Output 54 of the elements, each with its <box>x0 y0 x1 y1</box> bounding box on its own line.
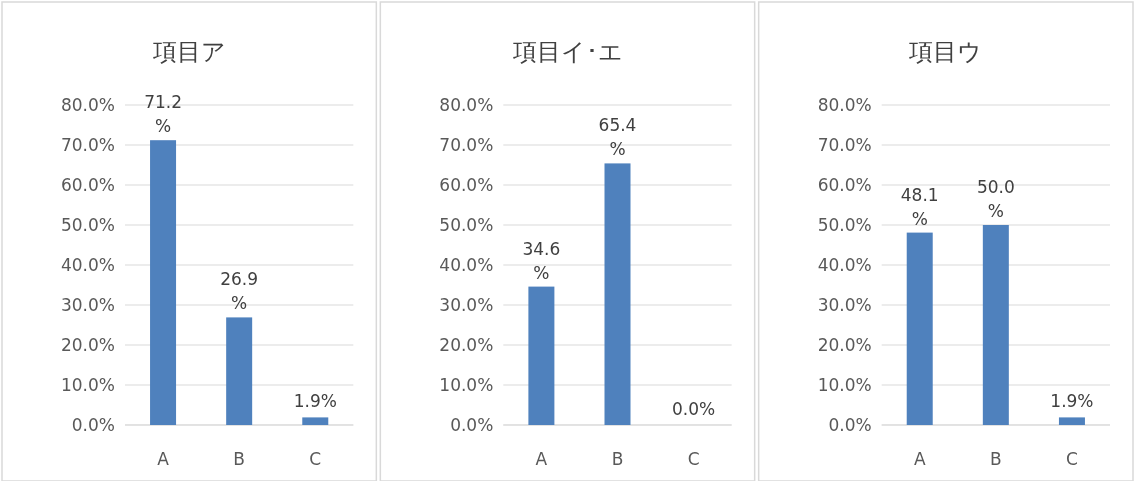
data-label: 1.9% <box>293 391 337 412</box>
y-tick-label: 0.0% <box>71 415 115 435</box>
y-tick-label: 30.0% <box>60 295 115 315</box>
y-tick-label: 60.0% <box>817 175 872 195</box>
y-tick-label: 60.0% <box>60 175 115 195</box>
bar <box>226 317 253 425</box>
bar <box>1058 417 1085 425</box>
chart-title: 項目ア <box>151 38 226 66</box>
data-label: 71.2% <box>144 92 182 137</box>
y-tick-label: 50.0% <box>60 215 115 235</box>
y-tick-label: 20.0% <box>817 335 872 355</box>
bar <box>150 140 177 425</box>
data-label: 34.6% <box>522 238 561 283</box>
y-tick-label: 80.0% <box>817 95 872 115</box>
y-tick-label: 70.0% <box>817 135 872 155</box>
y-tick-label: 70.0% <box>439 135 494 155</box>
x-tick-label: C <box>687 449 700 469</box>
y-tick-label: 10.0% <box>439 375 494 395</box>
y-tick-label: 0.0% <box>450 415 494 435</box>
y-tick-label: 60.0% <box>439 175 494 195</box>
y-tick-label: 20.0% <box>439 335 494 355</box>
y-tick-label: 40.0% <box>439 255 494 275</box>
data-label: 65.4% <box>598 115 637 160</box>
x-tick-label: B <box>233 449 245 469</box>
y-tick-label: 10.0% <box>817 375 872 395</box>
x-tick-label: C <box>309 449 322 469</box>
x-tick-label: A <box>535 449 548 469</box>
y-tick-label: 30.0% <box>439 295 494 315</box>
data-label: 48.1% <box>900 184 939 229</box>
y-tick-label: 30.0% <box>817 295 872 315</box>
y-tick-label: 40.0% <box>60 255 115 275</box>
data-label: 0.0% <box>672 399 716 419</box>
x-tick-label: C <box>1066 449 1078 469</box>
y-tick-label: 20.0% <box>60 335 115 355</box>
y-tick-label: 40.0% <box>817 255 872 275</box>
chart-title: 項目イ･エ <box>511 38 623 66</box>
x-tick-label: B <box>990 449 1002 469</box>
bar <box>302 417 329 425</box>
y-tick-label: 50.0% <box>817 215 872 235</box>
bar <box>982 225 1009 425</box>
bar <box>906 232 933 425</box>
data-label: 26.9% <box>220 269 259 314</box>
y-tick-label: 80.0% <box>60 95 115 115</box>
y-tick-label: 70.0% <box>60 135 115 155</box>
x-tick-label: B <box>611 449 624 469</box>
y-tick-label: 50.0% <box>439 215 494 235</box>
x-tick-label: A <box>913 449 926 469</box>
x-tick-label: A <box>157 449 170 469</box>
data-label: 50.0% <box>976 177 1015 221</box>
chart-title: 項目ウ <box>908 38 983 66</box>
y-tick-label: 10.0% <box>60 375 115 395</box>
y-tick-label: 80.0% <box>439 95 494 115</box>
y-tick-label: 0.0% <box>828 415 872 435</box>
data-label: 1.9% <box>1050 391 1094 412</box>
